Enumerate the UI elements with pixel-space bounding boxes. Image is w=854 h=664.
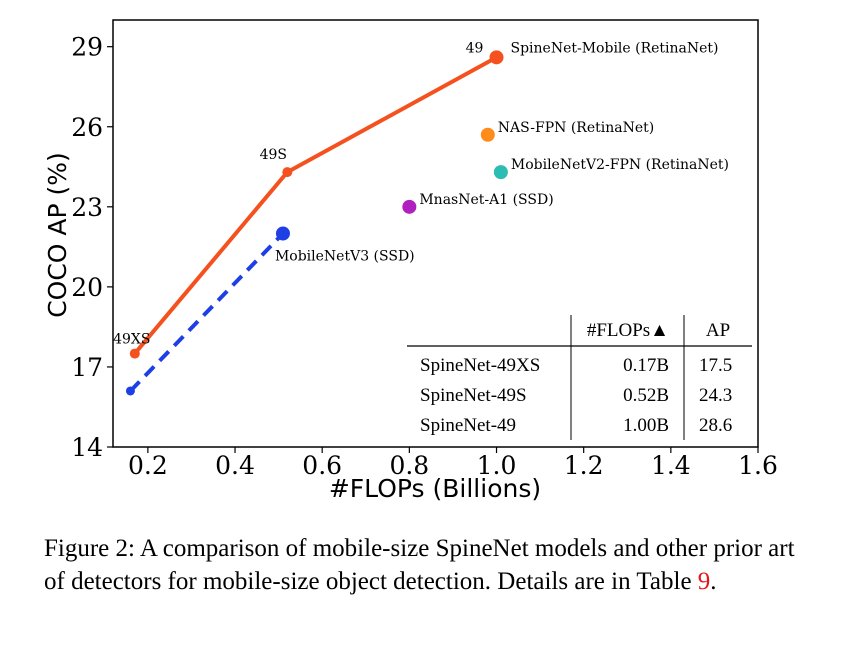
caption-table-ref[interactable]: 9 (697, 568, 711, 595)
mobilenetv3-line (128, 232, 285, 393)
x-tick-label: 0.8 (389, 451, 429, 480)
detector-label: MobileNetV2-FPN (RetinaNet) (511, 157, 729, 173)
spinenet-point (282, 167, 293, 178)
detector-point (493, 165, 508, 180)
table-cell-ap: 17.5 (699, 355, 732, 376)
x-tick-label: 0.6 (302, 451, 342, 480)
x-tick-label: 1.0 (477, 451, 517, 480)
table-cell-ap: 28.6 (699, 415, 732, 436)
inset-table: #FLOPs▲ AP SpineNet-49XS 0.17B 17.5 SpineNet-… (407, 315, 752, 440)
spinenet-point (129, 348, 140, 359)
x-tick-label: 0.2 (128, 451, 168, 480)
spinenet-point (489, 50, 504, 65)
table-cell-model: SpineNet-49 (420, 415, 516, 436)
y-tick-label: 20 (71, 273, 103, 302)
table-cell-flops: 1.00B (623, 415, 669, 436)
label-mobilenetv3: MobileNetV3 (SSD) (275, 249, 415, 265)
y-axis-title: COCO AP (%) (43, 152, 72, 318)
label-49xs: 49XS (113, 332, 150, 348)
table-cell-model: SpineNet-49XS (420, 355, 540, 376)
x-tick-label: 1.2 (564, 451, 604, 480)
caption-suffix: . (710, 568, 717, 595)
mobilenetv3-point (125, 386, 135, 396)
y-tick-label: 17 (71, 353, 103, 382)
table-cell-flops: 0.17B (623, 355, 669, 376)
label-49: 49 (466, 40, 484, 56)
x-axis-title: #FLOPs (Billions) (329, 474, 541, 503)
table-cell-flops: 0.52B (623, 385, 669, 406)
y-tick-label: 23 (71, 193, 103, 222)
table-cell-model: SpineNet-49S (420, 385, 527, 406)
chart: 49XS 49S 49 SpineNet-Mobile (RetinaNet) Mobi… (43, 19, 778, 503)
mobilenetv3-point (275, 226, 290, 241)
plot-frame (112, 19, 759, 448)
detector-point (402, 199, 417, 214)
x-tick-label: 1.4 (651, 451, 691, 480)
detector-label: MnasNet-A1 (SSD) (419, 192, 553, 208)
y-tick-label: 14 (71, 433, 103, 462)
x-tick-label: 1.6 (738, 451, 778, 480)
figure-caption: Figure 2: A comparison of mobile-size Sp… (44, 532, 814, 598)
x-tick-label: 0.4 (215, 451, 255, 480)
label-49s: 49S (260, 147, 287, 163)
detector-point (480, 127, 495, 142)
caption-text: Figure 2: A comparison of mobile-size Sp… (44, 535, 795, 595)
label-spinenet-mobile: SpineNet-Mobile (RetinaNet) (511, 40, 719, 56)
y-tick-label: 26 (71, 113, 103, 142)
table-header-ap: AP (706, 320, 730, 341)
y-tick-label: 29 (71, 33, 103, 62)
table-header-flops: #FLOPs▲ (587, 320, 669, 341)
detector-label: NAS-FPN (RetinaNet) (498, 120, 654, 136)
table-cell-ap: 24.3 (699, 385, 732, 406)
